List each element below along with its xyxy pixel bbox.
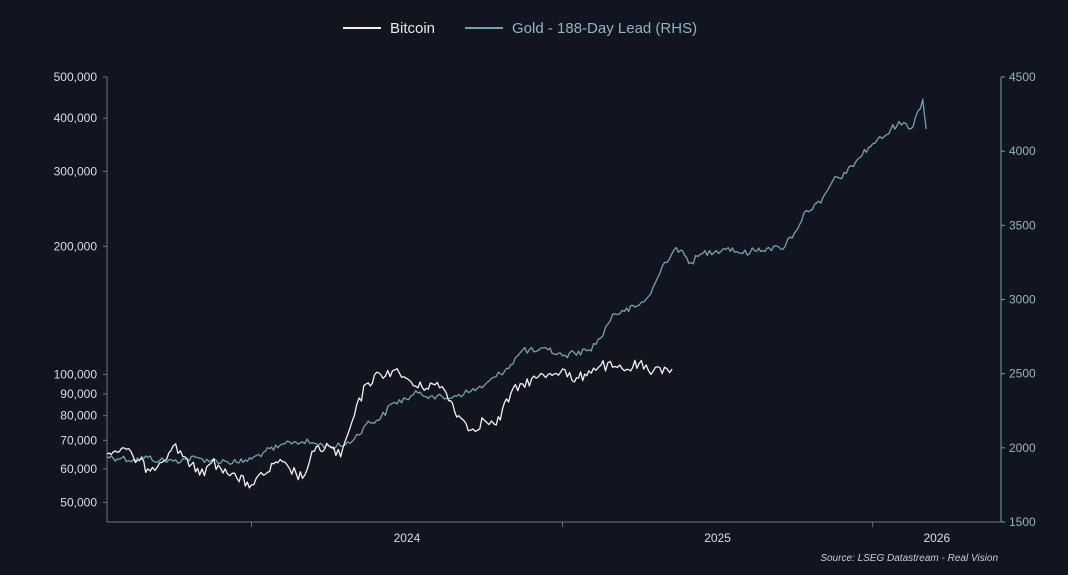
left-tick-label: 300,000 [54,164,98,178]
series-line-bitcoin [106,359,673,489]
series-line-gold [106,98,927,465]
right-tick-label: 1500 [1009,515,1036,529]
axes: 50,000 60,000 70,000 80,000 90,000 100,000 200… [54,70,1036,545]
left-tick-label: 100,000 [54,367,98,381]
left-tick-label: 200,000 [54,239,98,253]
left-tick-label: 500,000 [54,70,98,84]
right-tick-label: 2000 [1009,441,1036,455]
right-tick-label: 4500 [1009,70,1036,84]
series [106,98,927,489]
right-tick-label: 2500 [1009,367,1036,381]
left-tick-label: 90,000 [60,387,97,401]
legend-label-gold: Gold - 188-Day Lead (RHS) [512,20,697,37]
legend-label-bitcoin: Bitcoin [390,20,435,37]
right-tick-label: 4000 [1009,144,1036,158]
right-tick-label: 3000 [1009,293,1036,307]
left-tick-label: 50,000 [60,496,97,510]
x-tick-label: 2026 [923,531,950,545]
left-tick-label: 400,000 [54,111,98,125]
left-tick-label: 80,000 [60,409,97,423]
left-tick-label: 70,000 [60,433,97,447]
legend: Bitcoin Gold - 188-Day Lead (RHS) [343,20,697,37]
left-tick-label: 60,000 [60,462,97,476]
source-note: Source: LSEG Datastream - Real Vision [820,553,998,564]
right-tick-label: 3500 [1009,218,1036,232]
x-tick-label: 2025 [704,531,731,545]
x-tick-label: 2024 [394,531,421,545]
